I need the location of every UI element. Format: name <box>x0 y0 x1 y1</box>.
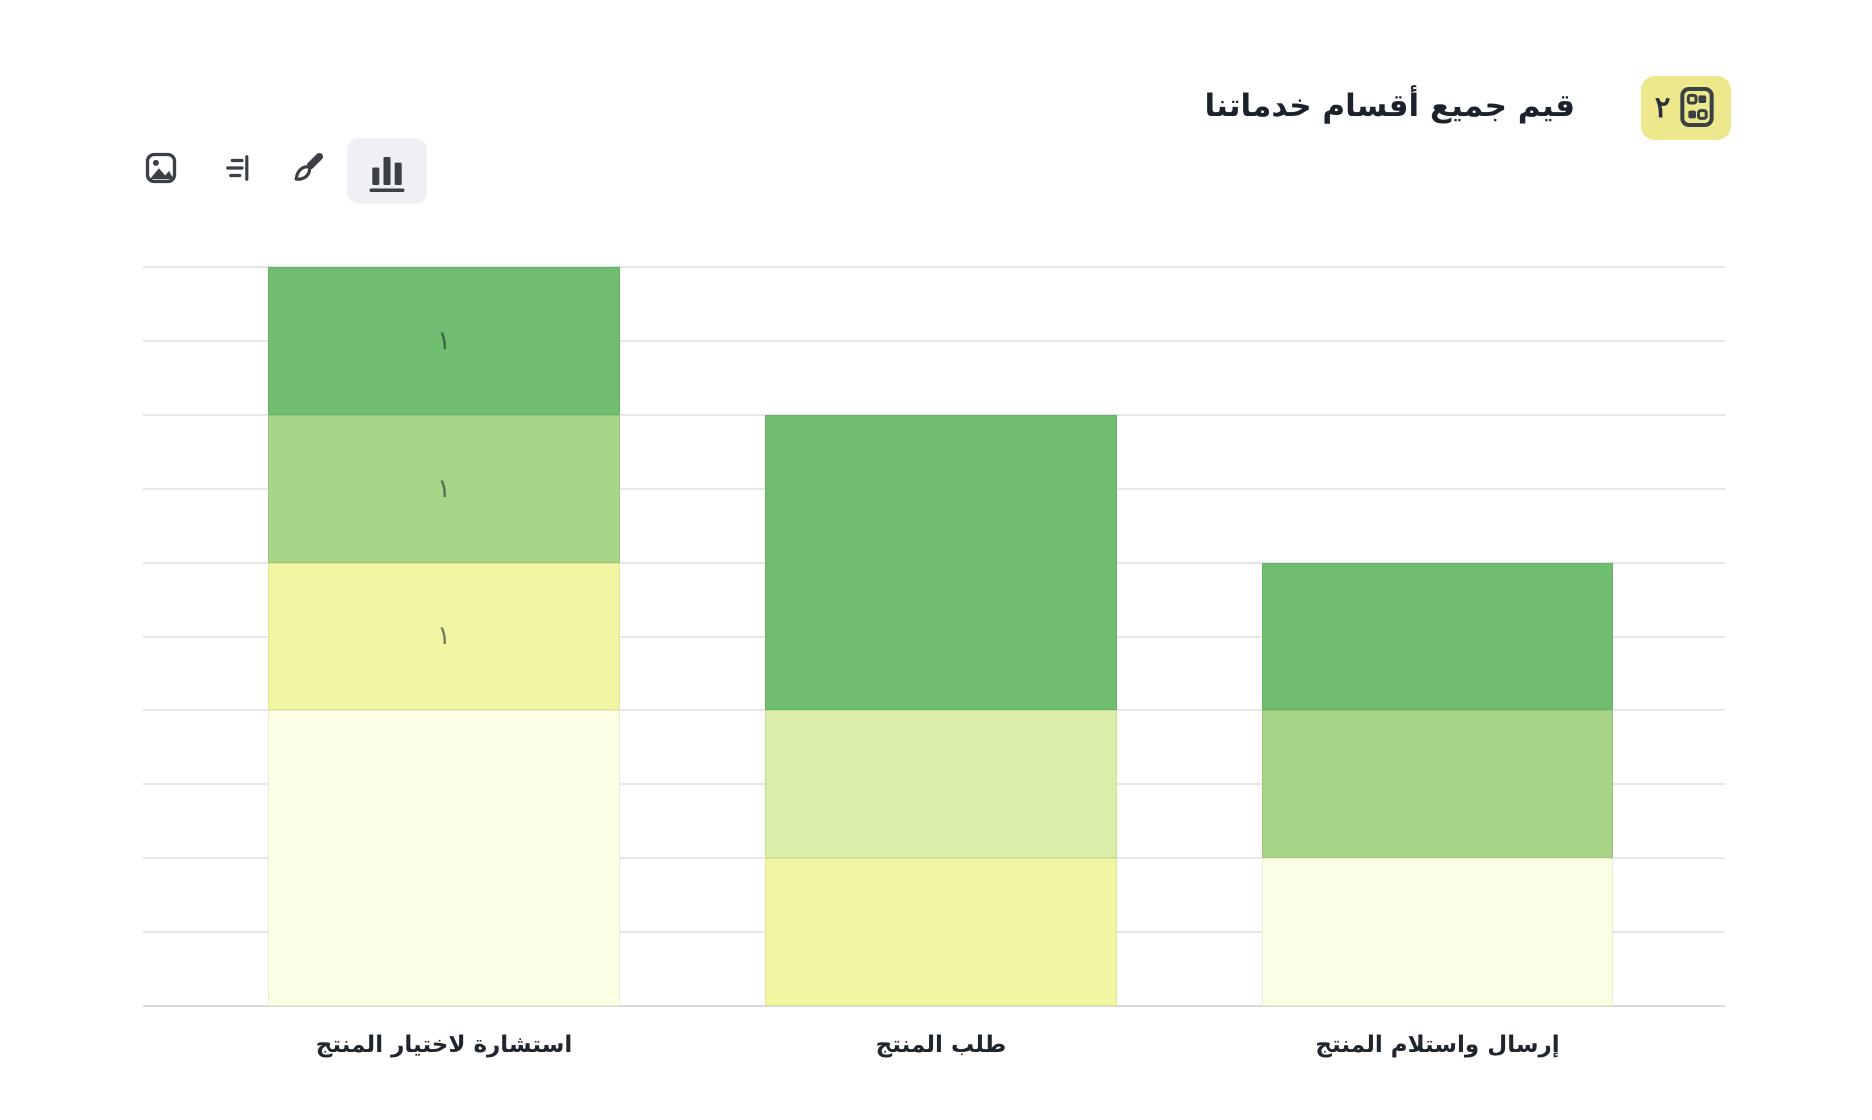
bar-segment[interactable] <box>765 414 1117 711</box>
question-number: ٢ <box>1654 91 1671 124</box>
bar <box>765 267 1117 1006</box>
page-title: قيم جميع أقسام خدماتنا <box>1204 88 1575 124</box>
view-image-button[interactable] <box>137 144 185 192</box>
bar <box>1262 267 1613 1006</box>
category-label: طلب المنتج <box>875 1032 1007 1058</box>
bar-segment[interactable] <box>765 710 1117 859</box>
bar-segment[interactable]: ١ <box>268 414 620 563</box>
segment-value-label: ١ <box>437 621 451 652</box>
list-icon <box>218 150 254 186</box>
question-badge[interactable]: ٢ <box>1641 76 1731 140</box>
bar-segment[interactable] <box>268 710 620 1006</box>
bar-segment[interactable] <box>1262 858 1613 1006</box>
brush-icon <box>289 149 327 187</box>
axis-baseline <box>143 1005 1725 1007</box>
view-chart-button[interactable] <box>347 138 427 204</box>
bar: ١ ١ ١ <box>268 267 620 1006</box>
segment-value-label: ١ <box>437 473 451 504</box>
view-brush-button[interactable] <box>284 144 332 192</box>
bar-chart-icon <box>366 148 408 194</box>
category-label: استشارة لاختيار المنتج <box>315 1032 573 1058</box>
segment-value-label: ١ <box>437 325 451 356</box>
bar-segment[interactable] <box>1262 710 1613 859</box>
category-label: إرسال واستلام المنتج <box>1315 1032 1560 1058</box>
choice-grid-icon <box>1677 85 1717 132</box>
bar-segment[interactable]: ١ <box>268 267 620 415</box>
grid-line <box>143 339 1725 342</box>
image-icon <box>143 150 179 186</box>
bar-segment[interactable] <box>1262 562 1613 711</box>
bar-segment[interactable]: ١ <box>268 562 620 711</box>
view-list-button[interactable] <box>212 144 260 192</box>
bar-segment[interactable] <box>765 858 1117 1006</box>
grid-line <box>143 266 1725 268</box>
